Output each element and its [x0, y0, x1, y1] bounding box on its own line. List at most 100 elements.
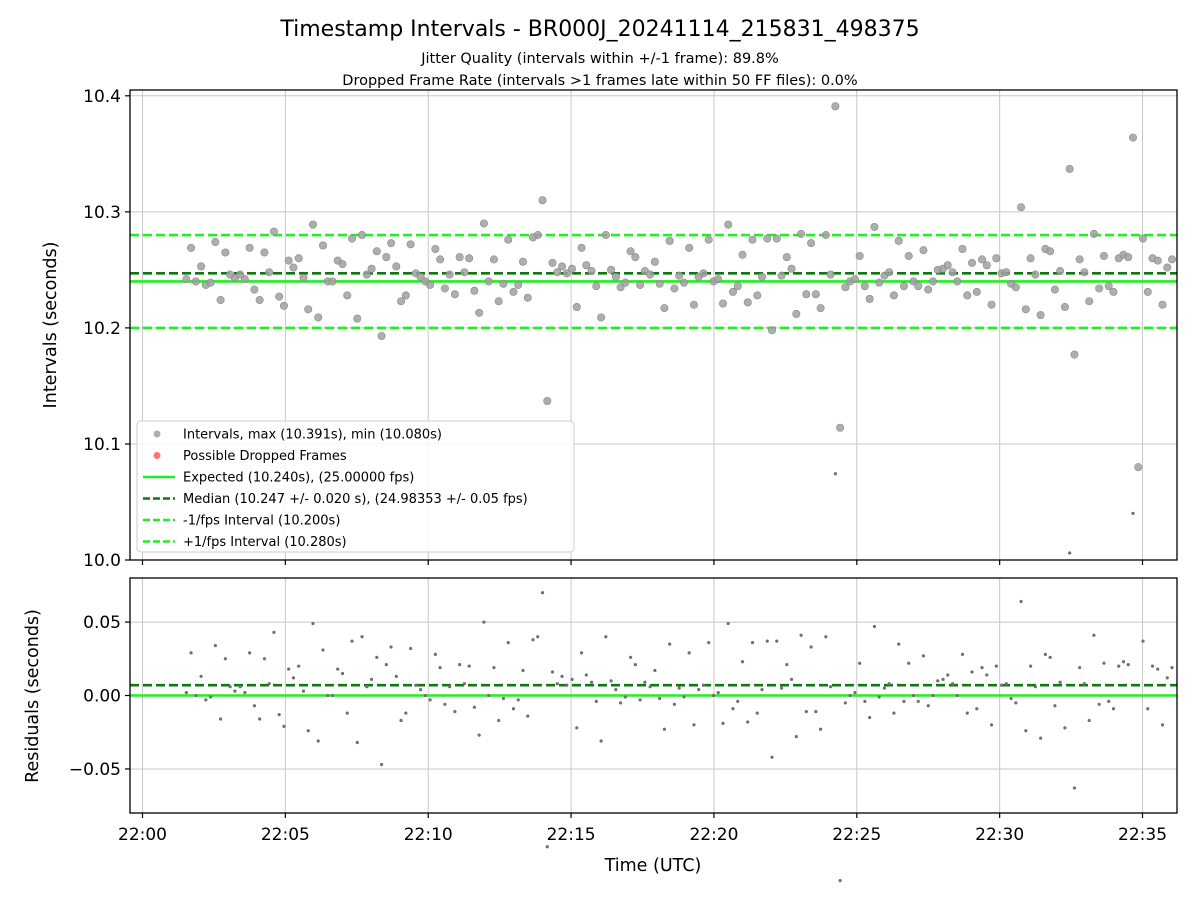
interval-point	[972, 287, 981, 296]
residual-point	[369, 677, 374, 681]
interval-point	[1089, 229, 1098, 238]
interval-point	[1056, 267, 1065, 276]
residual-point	[394, 674, 398, 679]
x-tick-label: 22:30	[975, 825, 1024, 845]
residual-point	[877, 695, 881, 699]
residual-point	[770, 755, 774, 759]
interval-point	[562, 269, 571, 278]
residual-point	[223, 657, 227, 661]
interval-point	[728, 287, 737, 296]
legend-label: +1/fps Interval (10.280s)	[183, 535, 347, 550]
y-tick-label: 10.4	[83, 87, 121, 107]
residuals-panel: 0.050.00−0.05 22:00 22:05 22:10 22:15 22:20 2…	[23, 472, 1178, 883]
y-tick-label: 10.1	[83, 435, 121, 455]
residual-point	[262, 657, 267, 661]
interval-point	[431, 244, 440, 253]
residual-point	[365, 685, 369, 689]
interval-point	[1080, 268, 1089, 277]
residual-point	[970, 670, 974, 674]
residual-point	[887, 682, 891, 686]
residual-point	[423, 693, 427, 698]
residual-point	[258, 717, 262, 721]
interval-point	[841, 283, 850, 292]
intervals-x-ticks	[141, 560, 1144, 565]
interval-point	[191, 277, 200, 286]
residual-point	[526, 714, 530, 718]
interval-point	[621, 278, 630, 287]
interval-point	[611, 272, 620, 281]
chart-title: Timestamp Intervals - BR000J_20241114_21…	[279, 17, 919, 42]
interval-point	[636, 280, 645, 289]
residual-point	[1068, 551, 1072, 555]
interval-point	[758, 272, 767, 281]
residual-point	[916, 699, 920, 703]
interval-point	[655, 279, 664, 288]
residual-point	[809, 645, 813, 649]
residual-point	[360, 635, 364, 639]
interval-point	[850, 275, 859, 284]
residual-point	[345, 711, 349, 715]
interval-point	[958, 244, 967, 253]
interval-point	[499, 279, 508, 288]
residual-point	[843, 701, 847, 705]
intervals-points	[182, 102, 1177, 472]
residual-point	[643, 680, 647, 684]
residual-point	[989, 723, 994, 727]
residual-point	[540, 591, 545, 595]
residual-point	[1131, 511, 1135, 515]
interval-point	[514, 280, 523, 289]
residuals-y-ticks: 0.05 0.00 −0.05	[69, 613, 130, 780]
interval-point	[670, 284, 679, 293]
interval-point	[543, 397, 552, 406]
residual-point	[233, 689, 237, 693]
interval-point	[987, 300, 996, 309]
interval-point	[284, 256, 293, 265]
interval-point	[489, 255, 498, 264]
residual-point	[199, 674, 203, 679]
residual-point	[355, 740, 359, 745]
interval-point	[250, 285, 259, 294]
residual-point	[931, 693, 935, 698]
interval-point	[865, 294, 874, 303]
residuals-y-axis-label: Residuals (seconds)	[23, 609, 43, 783]
residual-point	[248, 651, 252, 655]
interval-point	[236, 270, 245, 279]
residual-point	[1048, 655, 1052, 659]
residual-point	[853, 690, 857, 695]
residual-point	[999, 683, 1004, 687]
residual-point	[565, 683, 569, 687]
interval-point	[665, 236, 674, 245]
interval-point	[807, 239, 816, 248]
residual-point	[272, 630, 276, 634]
interval-point	[978, 255, 987, 264]
y-tick-label: 0.00	[83, 687, 121, 707]
residual-point	[560, 674, 564, 679]
interval-point	[533, 231, 542, 240]
interval-point	[963, 291, 972, 300]
interval-point	[860, 282, 869, 291]
residual-point	[1078, 665, 1082, 670]
residual-point	[584, 673, 588, 677]
interval-point	[777, 271, 786, 280]
interval-point	[568, 264, 577, 273]
legend-label: Median (10.247 +/- 0.020 s), (24.98353 +…	[183, 492, 528, 507]
legend-entries: Intervals, max (10.391s), min (10.080s) P…	[143, 428, 528, 550]
residual-point	[570, 677, 574, 681]
residual-point	[594, 699, 598, 703]
residual-point	[623, 695, 627, 699]
residual-point	[1121, 660, 1126, 664]
interval-point	[753, 291, 762, 300]
interval-point	[679, 278, 688, 287]
residual-point	[448, 685, 452, 689]
residual-point	[648, 685, 652, 689]
residual-point	[736, 699, 740, 703]
residual-point	[794, 735, 798, 739]
interval-point	[216, 296, 225, 305]
interval-point	[631, 253, 640, 262]
interval-point	[685, 243, 694, 252]
residual-point	[1019, 599, 1023, 604]
x-tick-label: 22:00	[118, 825, 167, 845]
residual-point	[746, 720, 750, 724]
x-tick-label: 22:15	[547, 825, 596, 845]
interval-point	[718, 299, 727, 308]
